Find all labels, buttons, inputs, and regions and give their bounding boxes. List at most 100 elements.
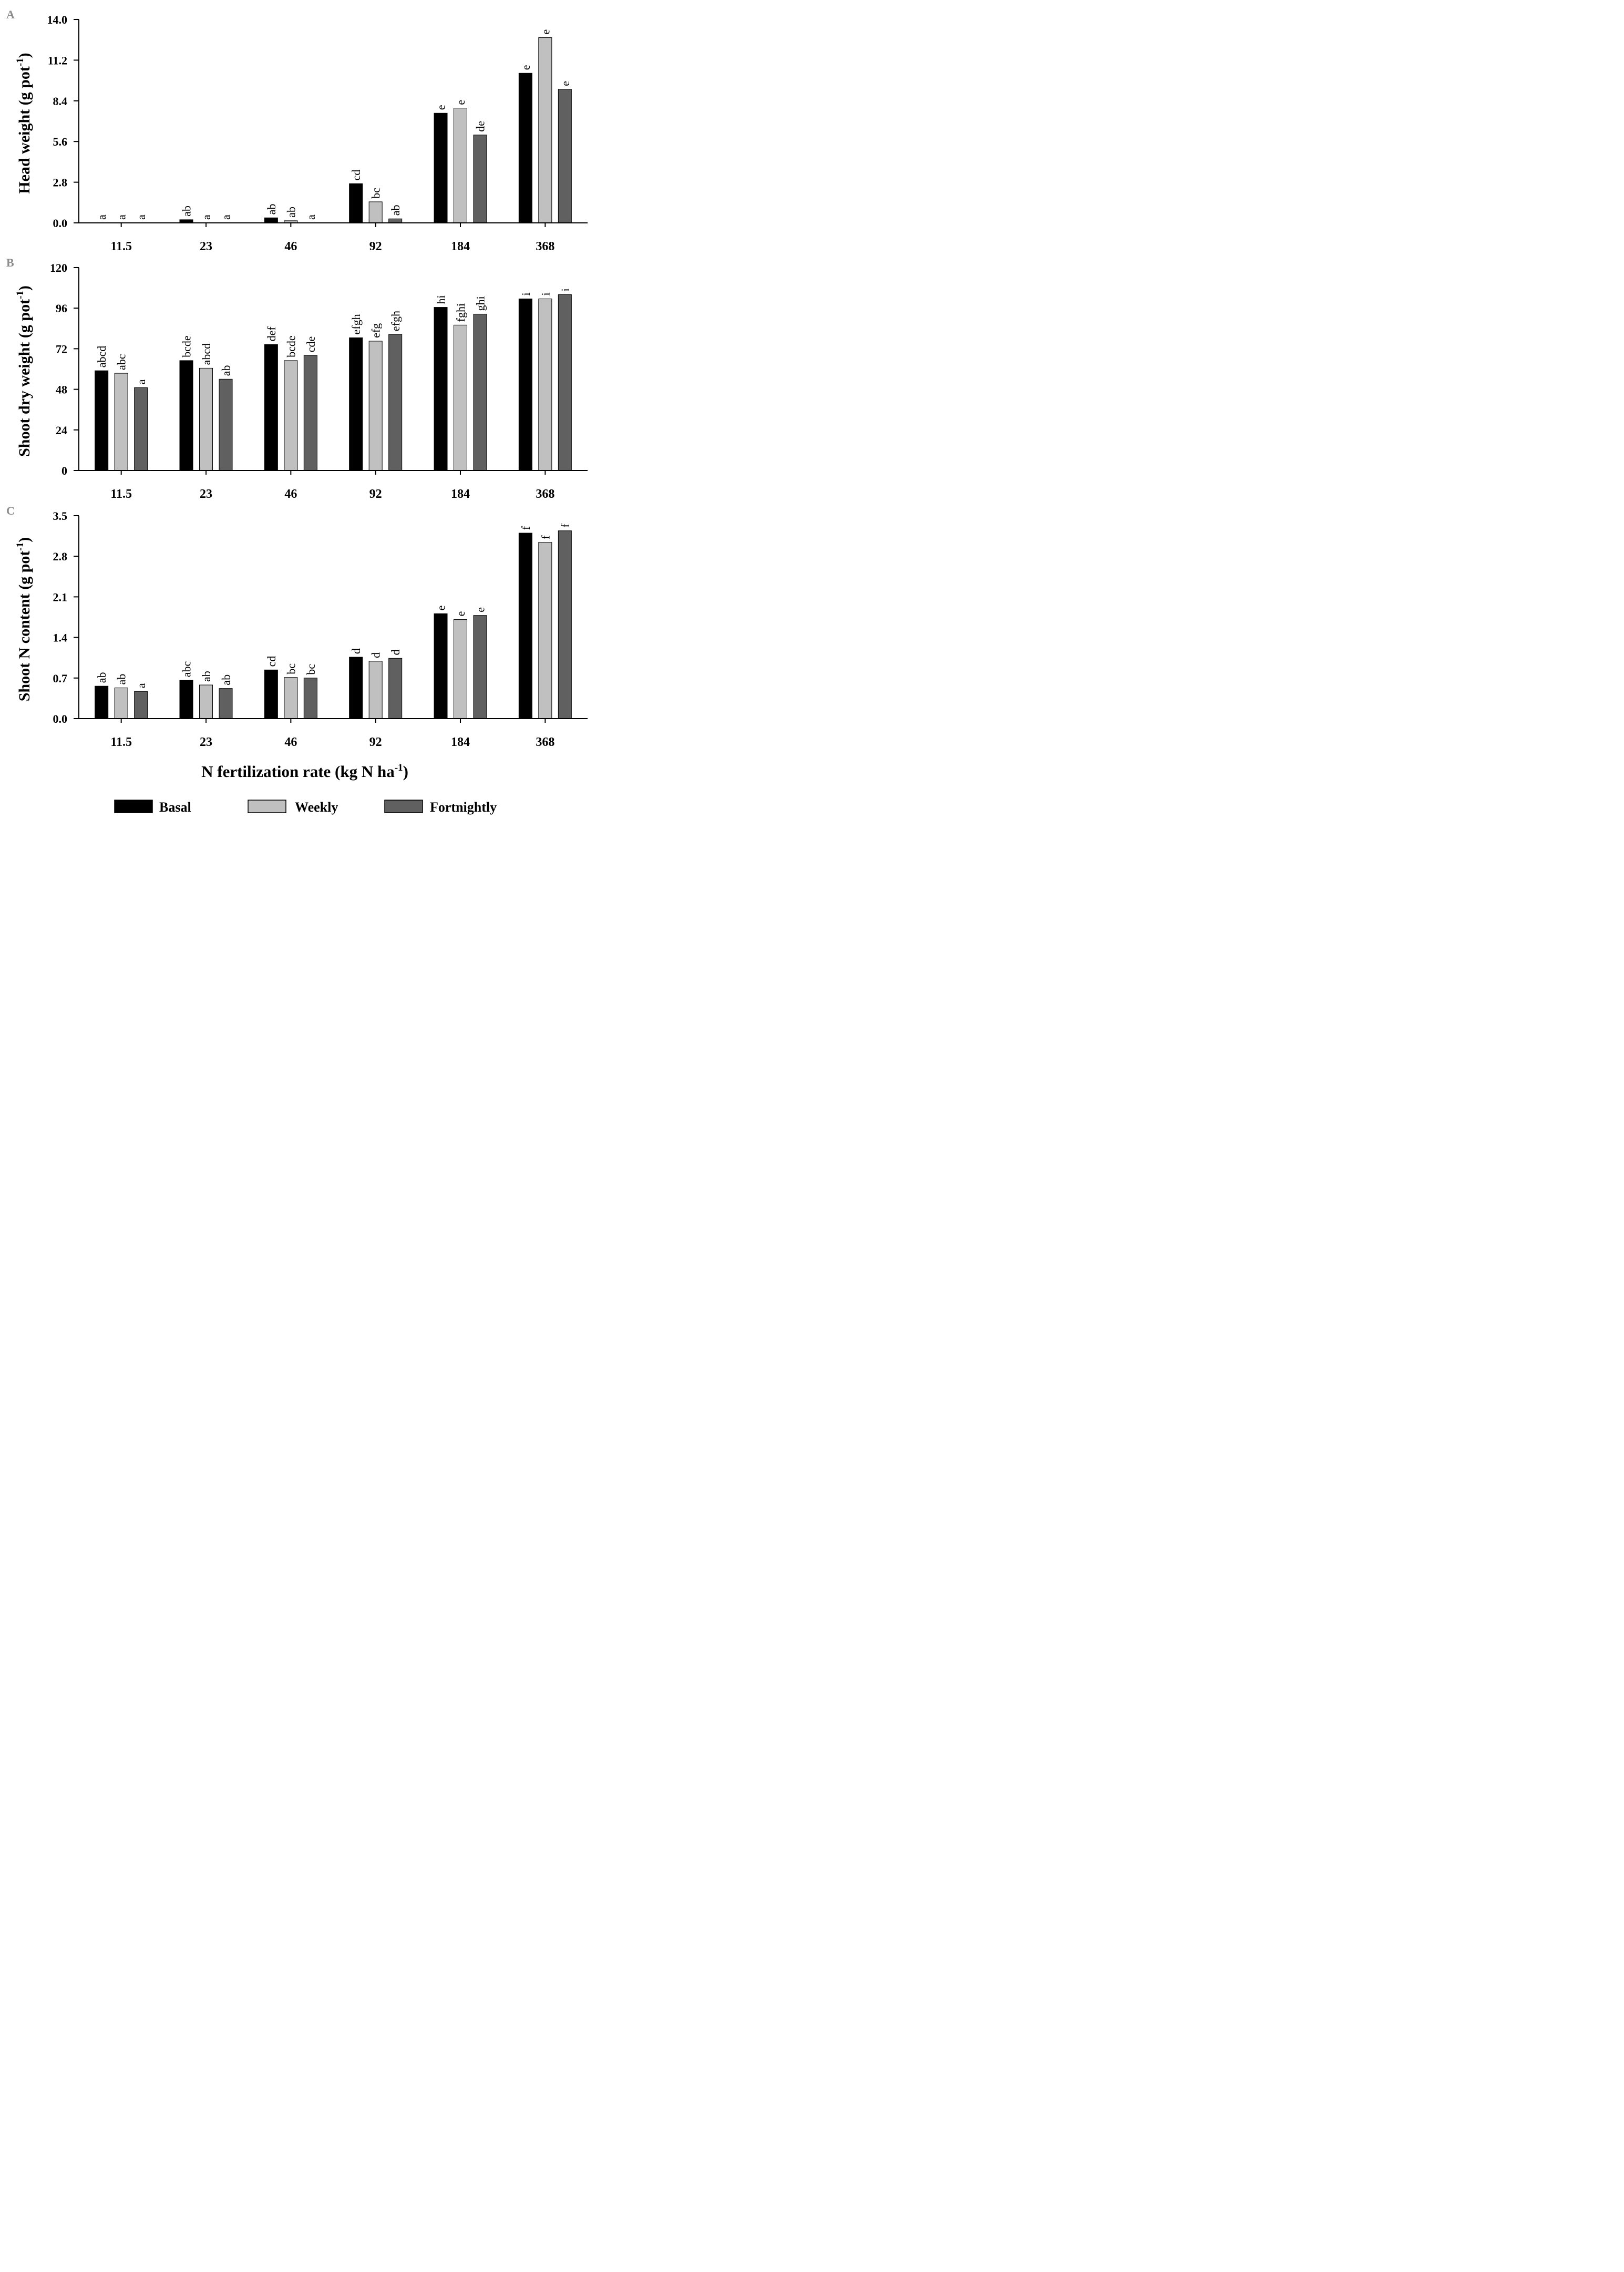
significance-letter-a-weekly-11-5: a [115,214,128,220]
significance-letter-b-weekly-184: fghi [454,303,467,322]
x-tick-label-a-368: 368 [536,240,554,253]
significance-letter-c-fortnightly-184: e [474,607,487,612]
x-tick-label-c-92: 92 [369,735,382,749]
y-tick-label-b-3: 72 [56,342,67,355]
y-tick-label-c-5: 3.5 [53,509,68,523]
y-tick-label-a-3: 8.4 [53,95,68,108]
significance-letter-c-fortnightly-11-5: a [135,683,148,688]
x-tick-label-a-46: 46 [284,240,297,253]
x-tick-label-b-46: 46 [284,487,297,501]
significance-letter-a-fortnightly-184: de [474,121,487,132]
significance-letter-b-basal-46: def [265,326,278,342]
x-tick-label-b-92: 92 [369,487,382,501]
y-axis-title-c: Shoot N content (g pot-1) [15,537,33,702]
significance-letter-c-weekly-184: e [454,611,467,617]
significance-letter-b-weekly-23: abcd [200,343,213,365]
panel-letter-b: B [6,256,14,269]
significance-letter-c-fortnightly-92: d [389,649,402,655]
significance-letter-b-basal-11-5: abcd [95,346,108,368]
significance-letter-a-fortnightly-23: a [220,214,233,220]
bar-c-basal-11-5 [95,685,109,719]
significance-letter-c-weekly-92: d [369,652,383,658]
bar-b-weekly-184 [454,324,467,471]
y-axis-title-tail-b: ) [16,285,33,291]
y-tick-label-b-4: 96 [56,302,67,315]
x-tick-label-c-46: 46 [284,735,297,749]
y-axis-title-tail-a: ) [16,53,33,58]
bar-a-fortnightly-92 [388,218,403,223]
legend: Basal Weekly Fortnightly [114,800,497,815]
bar-b-weekly-23 [199,367,213,471]
bar-a-fortnightly-184 [473,135,487,223]
bar-a-basal-46 [264,217,278,223]
bar-c-weekly-46 [284,677,298,719]
bar-b-basal-184 [434,307,448,471]
y-axis-title-a: Head weight (g pot-1) [15,53,33,193]
bar-b-basal-92 [349,337,363,471]
significance-letter-a-basal-46: ab [265,204,278,215]
significance-letter-b-weekly-368: i [539,292,552,295]
bar-c-basal-23 [179,680,193,719]
significance-letter-c-basal-184: e [435,606,448,611]
x-tick-label-a-11-5: 11.5 [110,240,132,253]
bar-c-weekly-11-5 [114,688,128,719]
x-axis-title-text: N fertilization rate (kg N ha [201,762,395,781]
significance-letter-b-weekly-46: bcde [284,335,297,357]
x-axis-title: N fertilization rate (kg N ha-1) [201,762,408,781]
bar-a-fortnightly-368 [558,89,572,223]
significance-letter-b-fortnightly-92: efgh [389,311,402,331]
bar-a-basal-368 [518,73,532,223]
bar-c-basal-92 [349,657,363,719]
significance-letter-c-basal-11-5: ab [95,672,108,683]
bar-c-fortnightly-184 [473,615,487,719]
y-tick-label-b-1: 24 [56,424,67,437]
y-tick-label-a-2: 5.6 [53,135,68,148]
bar-b-fortnightly-46 [303,355,317,471]
bar-c-basal-46 [264,669,278,719]
significance-letter-b-weekly-92: efg [369,323,383,338]
significance-letter-c-fortnightly-46: bc [304,664,317,675]
significance-letter-c-weekly-368: f [539,535,552,539]
x-tick-label-c-11-5: 11.5 [110,735,132,749]
significance-letter-a-basal-184: e [435,105,448,110]
significance-letter-a-basal-11-5: a [95,214,108,220]
significance-letter-b-fortnightly-23: ab [220,365,233,376]
bar-c-weekly-184 [454,619,467,719]
bar-c-basal-184 [434,613,448,719]
significance-letter-a-basal-92: cd [350,170,363,181]
significance-letter-a-fortnightly-92: ab [389,204,402,216]
legend-label-basal: Basal [159,800,191,815]
significance-letter-a-basal-23: ab [180,206,193,217]
y-tick-label-a-0: 0.0 [53,217,68,230]
x-tick-label-c-184: 184 [451,735,470,749]
bar-c-weekly-23 [199,684,213,719]
x-tick-label-a-23: 23 [200,240,212,253]
x-tick-label-a-184: 184 [451,240,470,253]
x-tick-label-b-11-5: 11.5 [110,487,132,501]
legend-swatch-weekly [248,800,286,813]
significance-letter-a-weekly-23: a [200,214,213,220]
significance-letter-c-weekly-46: bc [284,663,297,674]
bar-b-weekly-46 [284,360,298,471]
bar-c-weekly-92 [368,661,383,719]
significance-letter-a-basal-368: e [519,65,532,70]
legend-swatch-fortnightly [384,800,423,813]
x-tick-label-b-184: 184 [451,487,470,501]
y-axis-title-text-c: Shoot N content (g pot [16,551,33,702]
y-axis-title-text-b: Shoot dry weight (g pot [16,299,33,457]
x-axis-title-tail: ) [403,762,408,781]
bar-b-basal-46 [264,344,278,471]
significance-letter-c-basal-23: abc [180,661,193,677]
y-axis-title-superscript-b: -1 [15,291,26,299]
y-axis-title-superscript-a: -1 [15,58,26,66]
significance-letter-b-basal-368: i [519,292,532,295]
significance-letter-c-weekly-11-5: ab [115,674,128,685]
significance-letter-c-fortnightly-368: f [559,524,572,528]
significance-letter-b-fortnightly-368: i [559,288,572,291]
significance-letter-c-fortnightly-23: ab [220,674,233,685]
bar-c-fortnightly-92 [388,658,403,719]
